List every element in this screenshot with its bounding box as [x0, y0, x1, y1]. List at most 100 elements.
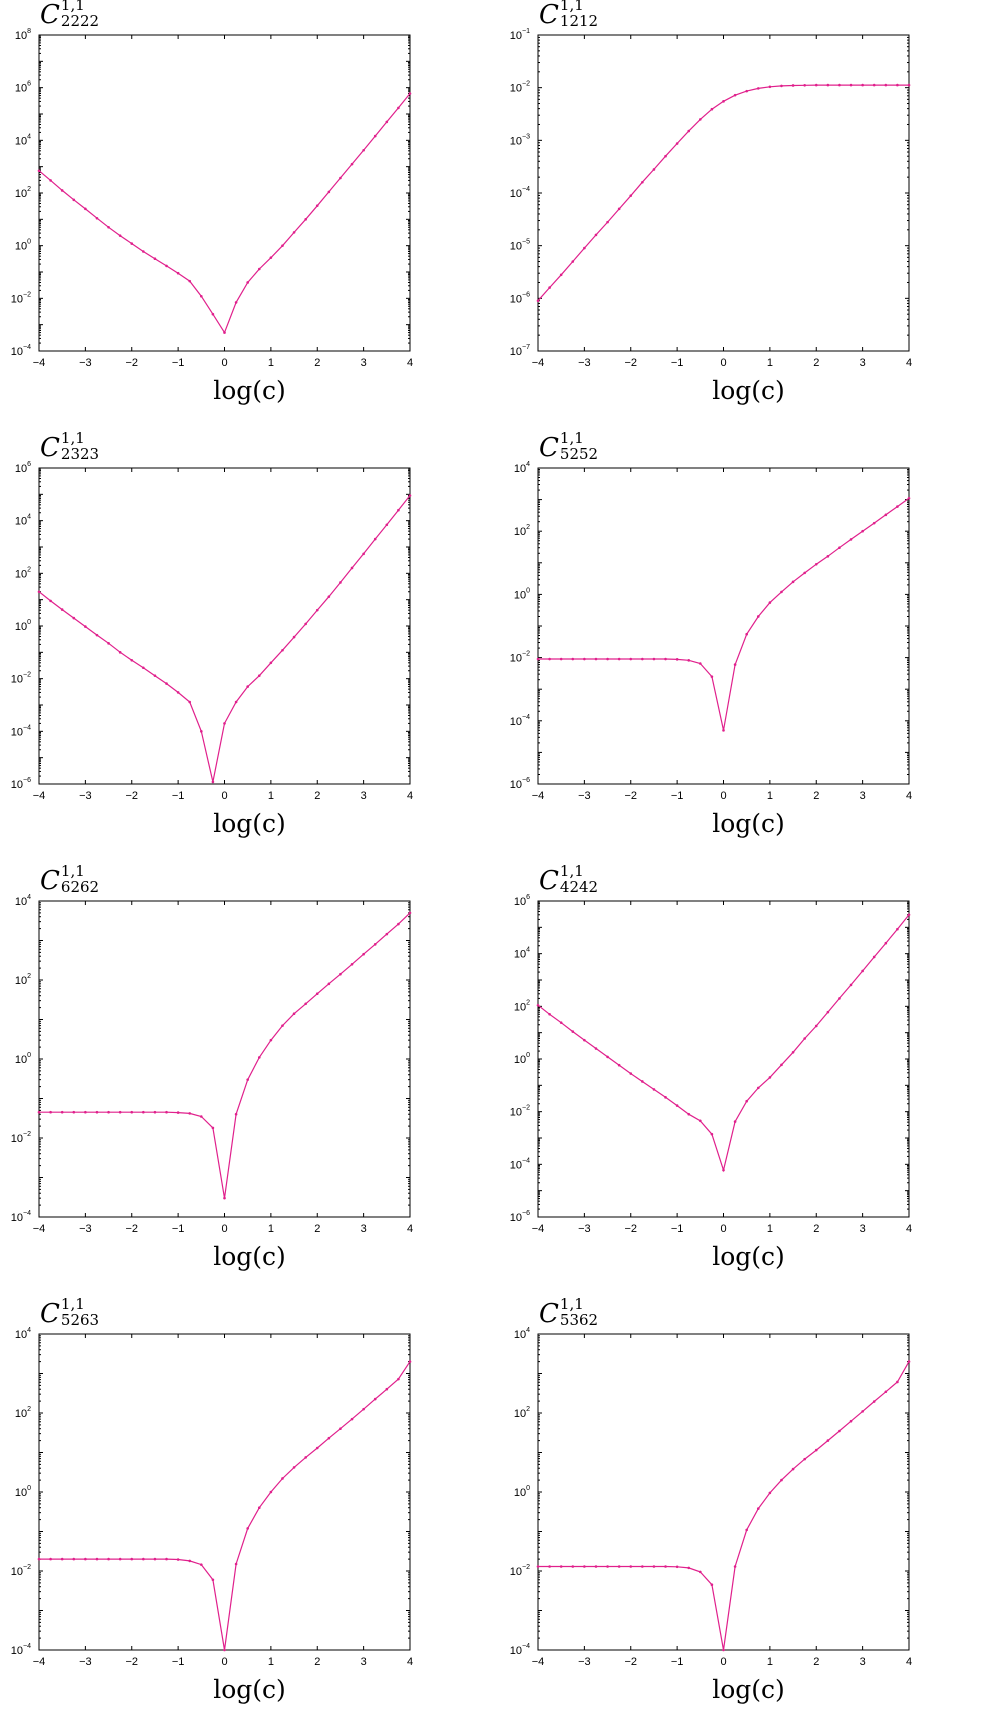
data-point — [49, 1110, 52, 1114]
x-tick-label: 4 — [906, 790, 912, 802]
y-tick-label: 104 — [514, 461, 530, 475]
x-tick-label: 2 — [314, 790, 320, 802]
data-point — [722, 1168, 725, 1172]
data-point — [165, 682, 168, 685]
y-tick-label: 10−2 — [11, 1564, 31, 1578]
y-tick-label: 108 — [15, 28, 31, 42]
x-axis-label: log(c) — [213, 1242, 286, 1271]
y-tick-label: 102 — [15, 186, 31, 200]
y-tick-label: 10−1 — [510, 28, 530, 42]
x-axis-label: log(c) — [712, 1675, 785, 1704]
chart-title: C 1,1 6262 — [40, 863, 99, 898]
series-line — [537, 914, 910, 1173]
x-tick-label: 1 — [268, 1656, 274, 1668]
data-point — [699, 1570, 702, 1574]
x-tick-label: 2 — [314, 357, 320, 369]
plot-frame — [537, 1333, 910, 1651]
data-point — [362, 552, 365, 556]
data-point — [583, 246, 586, 250]
chart-panel-5263: C 1,1 5263 −4 −3 −2 −1 0 1 2 3 4 10−4 10−2 100 102 104 lo… — [0, 1296, 499, 1732]
data-point — [350, 962, 354, 966]
data-point — [153, 1110, 157, 1114]
data-point — [362, 952, 365, 956]
x-tick-label: −2 — [624, 790, 637, 802]
data-point — [745, 89, 748, 93]
chart-title-base: C — [539, 0, 559, 30]
data-point — [699, 1119, 702, 1123]
data-point — [246, 1527, 249, 1530]
data-point — [826, 1439, 830, 1442]
x-tick-label: −1 — [671, 1656, 684, 1668]
data-point — [722, 729, 725, 732]
data-point — [257, 267, 261, 271]
x-tick-label: −2 — [624, 357, 637, 369]
data-point — [84, 625, 87, 628]
data-point — [118, 1110, 122, 1114]
data-point — [188, 1112, 192, 1115]
chart-title: C 1,1 2323 — [40, 430, 99, 465]
data-point — [617, 1565, 621, 1568]
data-point — [803, 1457, 806, 1461]
data-point — [641, 1565, 644, 1568]
x-tick-label: 4 — [407, 1223, 413, 1235]
data-point — [385, 120, 389, 124]
chart-title-superscript: 1,1 — [559, 0, 584, 14]
data-point — [153, 257, 157, 260]
data-point — [617, 207, 621, 211]
x-tick-label: 3 — [361, 790, 367, 802]
data-point — [687, 1112, 691, 1116]
data-point — [756, 87, 760, 90]
chart-title-subscript: 5252 — [559, 444, 599, 463]
x-tick-label: 2 — [813, 357, 819, 369]
y-tick-label: 10−2 — [510, 81, 530, 95]
chart-title: C 1,1 2222 — [40, 0, 99, 32]
data-point — [571, 1565, 575, 1568]
chart-panel-5252: C 1,1 5252 −4 −3 −2 −1 0 1 2 3 4 10−6 10−4 10−2 100 102 1… — [499, 430, 998, 866]
chart-svg: −4 −3 −2 −1 0 1 2 3 4 10−6 10−4 10−2 100 102 104 106 — [11, 461, 413, 802]
data-point — [362, 1407, 365, 1411]
chart-panel-1212: C 1,1 1212 −4 −3 −2 −1 0 1 2 3 4 10−7 10−6 10−5 10−4 10−… — [499, 0, 998, 433]
data-point — [791, 1467, 795, 1471]
data-point — [594, 657, 598, 661]
x-tick-label: 1 — [268, 1223, 274, 1235]
data-point — [907, 496, 911, 500]
data-point — [385, 1387, 389, 1391]
x-tick-label: 0 — [221, 1656, 227, 1668]
data-point — [559, 1021, 563, 1024]
y-tick-label: 10−5 — [510, 239, 530, 253]
data-point — [571, 1030, 575, 1033]
data-point — [304, 622, 307, 626]
data-point — [60, 1557, 64, 1561]
x-tick-label: 1 — [767, 1656, 773, 1668]
x-tick-label: 3 — [361, 357, 367, 369]
x-tick-label: −3 — [79, 1223, 92, 1235]
x-tick-label: 0 — [720, 790, 726, 802]
data-point — [675, 142, 679, 145]
data-point — [884, 1390, 888, 1394]
data-point — [72, 616, 76, 620]
data-point — [849, 538, 853, 541]
data-point — [234, 1562, 238, 1566]
data-point — [269, 1490, 273, 1494]
data-point — [780, 84, 783, 88]
data-point — [641, 1080, 644, 1083]
data-point — [548, 286, 551, 289]
y-tick-label: 10−6 — [510, 1210, 530, 1224]
data-point — [606, 220, 609, 224]
data-point — [861, 83, 864, 87]
data-point — [687, 129, 691, 133]
data-point — [397, 106, 400, 110]
data-point — [536, 1003, 540, 1007]
x-tick-label: 0 — [720, 1656, 726, 1668]
data-point — [84, 1110, 87, 1114]
x-tick-label: 3 — [860, 1656, 866, 1668]
data-point — [745, 1528, 748, 1532]
x-tick-label: −1 — [172, 790, 185, 802]
y-tick-label: 106 — [514, 894, 530, 908]
data-point — [95, 216, 99, 220]
y-tick-label: 10−2 — [510, 1105, 530, 1119]
x-tick-label: 1 — [767, 357, 773, 369]
data-point — [257, 1056, 261, 1059]
x-tick-label: −4 — [532, 357, 545, 369]
x-tick-label: 2 — [314, 1656, 320, 1668]
